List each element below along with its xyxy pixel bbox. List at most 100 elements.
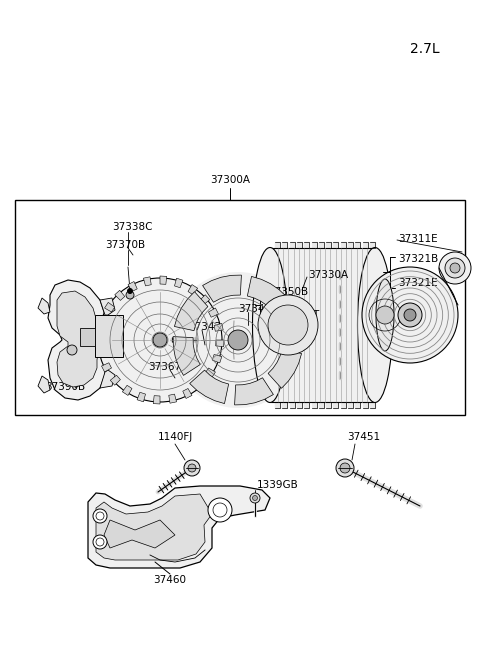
Polygon shape [105,303,115,312]
Text: 37311E: 37311E [398,234,438,244]
Polygon shape [312,242,316,248]
Polygon shape [183,388,192,398]
Text: 1339GB: 1339GB [257,480,299,490]
Polygon shape [175,278,183,288]
Polygon shape [363,402,368,408]
Polygon shape [334,402,338,408]
Polygon shape [275,242,280,248]
Polygon shape [160,276,167,284]
Polygon shape [348,242,353,248]
Polygon shape [88,486,270,568]
Polygon shape [276,305,303,343]
Polygon shape [268,349,301,388]
Circle shape [127,288,133,294]
Polygon shape [341,402,346,408]
Text: 37451: 37451 [347,432,380,442]
Polygon shape [334,242,338,248]
Text: 37321B: 37321B [398,254,438,264]
Circle shape [188,464,196,472]
Polygon shape [48,280,108,400]
Circle shape [67,345,77,355]
Polygon shape [348,402,353,408]
Polygon shape [100,370,115,388]
Polygon shape [97,348,106,356]
Text: 37342: 37342 [188,322,221,332]
Polygon shape [370,402,375,408]
Polygon shape [363,242,368,248]
Circle shape [268,305,308,345]
Circle shape [258,295,318,355]
Polygon shape [104,520,175,548]
Bar [15,200,465,415]
Polygon shape [96,494,212,560]
Polygon shape [137,392,145,402]
Polygon shape [319,402,324,408]
Circle shape [404,309,416,321]
Polygon shape [57,291,99,387]
Polygon shape [169,394,177,403]
Ellipse shape [376,279,394,351]
Polygon shape [38,376,50,393]
Circle shape [126,291,134,299]
Polygon shape [173,337,200,375]
Polygon shape [203,275,241,302]
Polygon shape [153,396,160,404]
Polygon shape [319,242,324,248]
Circle shape [252,495,257,500]
Circle shape [153,333,167,347]
Polygon shape [188,284,198,295]
Bar [95,315,123,357]
Polygon shape [326,402,331,408]
Text: 37330A: 37330A [308,270,348,280]
Circle shape [362,267,458,363]
Circle shape [398,303,422,327]
Polygon shape [247,276,286,310]
Polygon shape [195,380,205,390]
Polygon shape [208,308,218,317]
Text: 37370B: 37370B [105,240,145,250]
Circle shape [445,258,465,278]
Text: 37340: 37340 [238,304,271,314]
Polygon shape [115,290,125,301]
Polygon shape [102,363,111,372]
Circle shape [250,493,260,503]
Polygon shape [289,242,295,248]
Circle shape [184,460,200,476]
Polygon shape [100,298,115,315]
Circle shape [93,509,107,523]
Polygon shape [282,402,288,408]
Ellipse shape [252,248,288,403]
Polygon shape [190,370,228,403]
Polygon shape [355,242,360,248]
Text: 37300A: 37300A [210,175,250,185]
Polygon shape [355,402,360,408]
Text: 37390B: 37390B [45,382,85,392]
Polygon shape [304,402,309,408]
Polygon shape [174,291,208,331]
Polygon shape [96,333,104,340]
Polygon shape [341,242,346,248]
Circle shape [170,272,306,408]
Text: 37350B: 37350B [268,287,308,297]
Polygon shape [275,402,280,408]
Polygon shape [304,242,309,248]
Polygon shape [297,402,302,408]
Bar [270,248,375,403]
Text: 37367E: 37367E [148,362,188,372]
Text: 37330T: 37330T [280,310,319,320]
Circle shape [208,498,232,522]
Text: 1140FJ: 1140FJ [157,432,192,442]
Text: 37338C: 37338C [112,222,153,232]
Polygon shape [205,368,216,378]
Circle shape [450,263,460,273]
Circle shape [98,278,222,402]
Text: 37460: 37460 [154,575,187,585]
Text: 2.7L: 2.7L [410,42,440,56]
Circle shape [93,535,107,549]
Text: 37321E: 37321E [398,278,438,288]
Circle shape [228,330,248,350]
Polygon shape [212,354,222,363]
Polygon shape [216,340,224,346]
Polygon shape [200,295,210,305]
Bar [80,328,95,346]
